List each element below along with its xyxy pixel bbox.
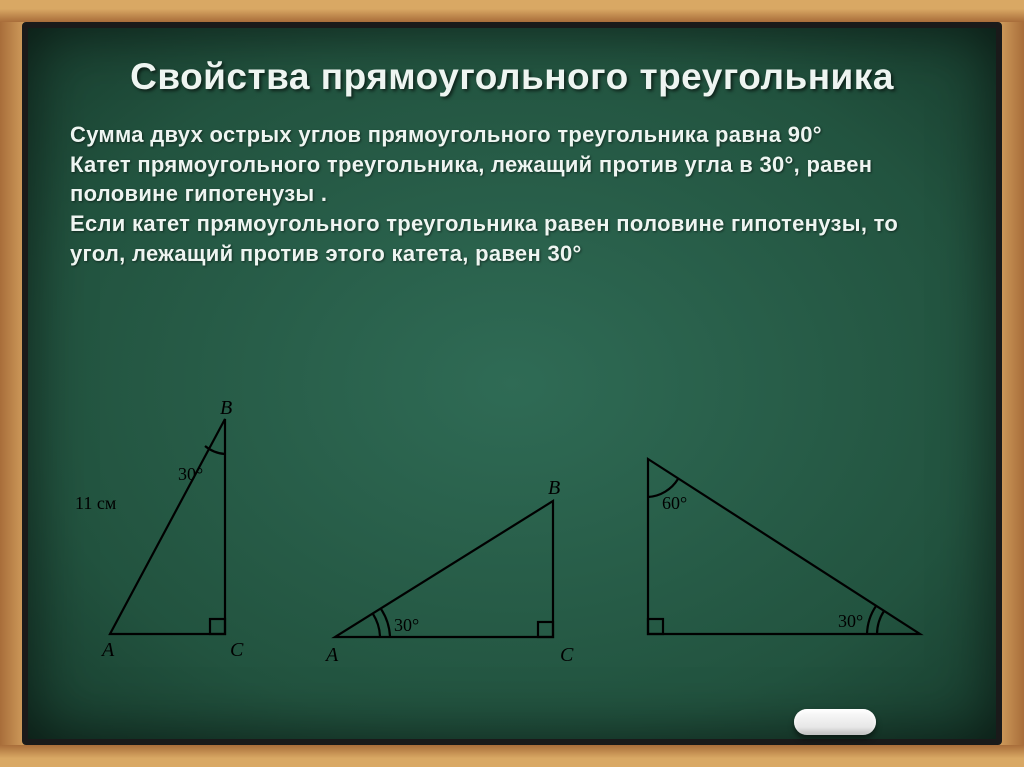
line-3: Если катет прямоугольного треугольника р…	[70, 209, 954, 268]
angle-60-label: 60°	[662, 493, 687, 513]
chalkboard-frame: Свойства прямоугольного треугольника Сум…	[0, 0, 1024, 767]
triangle-diagram-1: A B C 11 см 30°	[70, 394, 280, 669]
eraser-icon	[794, 709, 876, 735]
line-1: Сумма двух острых углов прямоугольного т…	[70, 120, 954, 150]
triangle-diagram-2: A B C 30°	[310, 439, 590, 669]
vertex-A-label: A	[100, 639, 115, 661]
triangle-diagram-3: 60° 30°	[620, 434, 940, 669]
slide-title: Свойства прямоугольного треугольника	[70, 56, 954, 98]
slide-body: Сумма двух острых углов прямоугольного т…	[70, 120, 954, 268]
vertex-A-label: A	[324, 644, 339, 666]
angle-A-label: 30°	[394, 615, 419, 635]
vertex-C-label: C	[230, 639, 244, 661]
line-2: Катет прямоугольного треугольника, лежащ…	[70, 150, 954, 209]
angle-B-label: 30°	[178, 464, 203, 484]
vertex-B-label: B	[548, 477, 560, 499]
diagram-row: A B C 11 см 30° A	[70, 389, 954, 669]
side-label: 11 см	[75, 493, 116, 513]
vertex-B-label: B	[220, 397, 232, 419]
vertex-C-label: C	[560, 644, 574, 666]
chalkboard: Свойства прямоугольного треугольника Сум…	[22, 22, 1002, 745]
angle-30-label: 30°	[838, 611, 863, 631]
